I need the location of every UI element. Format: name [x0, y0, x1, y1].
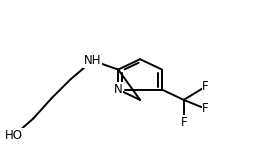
Text: F: F — [180, 116, 187, 129]
Text: NH: NH — [84, 54, 101, 67]
Text: HO: HO — [5, 129, 23, 142]
Text: F: F — [202, 102, 209, 115]
Text: F: F — [202, 80, 209, 93]
Text: N: N — [114, 83, 123, 96]
